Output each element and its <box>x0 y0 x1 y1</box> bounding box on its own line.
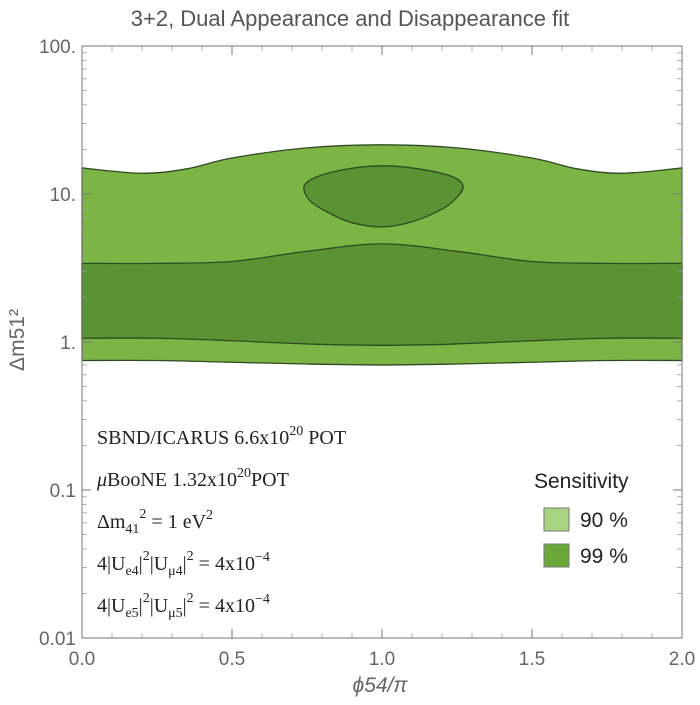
x-tick-label: 2.0 <box>669 649 695 670</box>
x-axis-label: ϕ54/π <box>353 674 409 697</box>
annotation-line-3: Δm412 = 1 eV2 <box>97 507 213 537</box>
annotation-line-1: SBND/ICARUS 6.6x1020 POT <box>97 424 346 449</box>
annotation-line-4: 4|Ue4|2|Uμ4|2 = 4x10−4 <box>97 549 270 579</box>
x-tick-label: 1.5 <box>519 649 545 670</box>
y-tick-label: 10. <box>50 185 76 206</box>
legend: Sensitivity 90 % 99 % <box>534 470 629 568</box>
x-tick-label: 0.0 <box>69 649 95 670</box>
legend-title: Sensitivity <box>534 470 629 493</box>
legend-label-99: 99 % <box>580 545 628 568</box>
annotation-block: SBND/ICARUS 6.6x1020 POT μBooNE 1.32x102… <box>96 424 346 621</box>
y-tick-label: 0.1 <box>50 481 76 502</box>
legend-swatch-90 <box>543 507 570 532</box>
x-axis-ticks: 0.0 0.5 1.0 1.5 2.0 <box>69 46 695 670</box>
annotation-line-2: μBooNE 1.32x1020POT <box>96 466 289 491</box>
y-tick-label: 1. <box>60 333 76 354</box>
y-axis-label: Δm51² <box>6 309 29 371</box>
legend-swatch-99 <box>543 543 570 568</box>
y-tick-label: 100. <box>39 37 76 58</box>
y-tick-label: 0.01 <box>39 629 76 650</box>
x-tick-label: 0.5 <box>219 649 245 670</box>
x-tick-label: 1.0 <box>369 649 395 670</box>
contour-island <box>303 165 464 228</box>
legend-label-90: 90 % <box>580 509 628 532</box>
chart-title: 3+2, Dual Appearance and Disappearance f… <box>130 6 570 31</box>
annotation-line-5: 4|Ue5|2|Uμ5|2 = 4x10−4 <box>97 591 270 621</box>
y-axis-ticks: 100. 10. 1. 0.1 0.01 <box>39 37 682 650</box>
contour-regions <box>81 144 683 366</box>
